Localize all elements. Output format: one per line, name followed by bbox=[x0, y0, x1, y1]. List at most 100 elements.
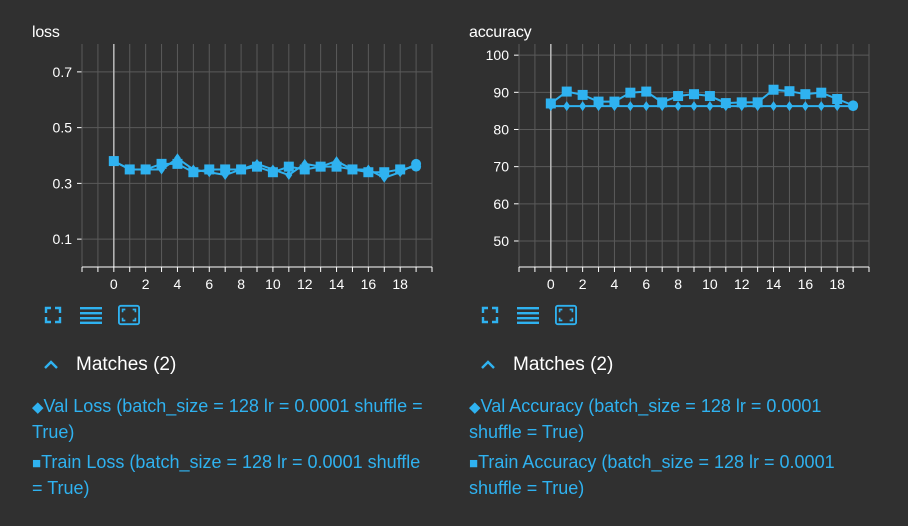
chart-title: loss bbox=[32, 24, 60, 41]
square-icon: ■ bbox=[469, 455, 479, 472]
loss-chart[interactable]: 0.1 0.3 0.5 0.7 0 2 4 6 8 10 12 14 16 18 bbox=[0, 0, 440, 300]
data-point[interactable] bbox=[563, 101, 571, 112]
data-point[interactable] bbox=[626, 101, 634, 112]
y-tick-label: 70 bbox=[493, 159, 509, 175]
matches-toggle[interactable]: Matches (2) bbox=[477, 354, 613, 376]
y-tick-label: 0.7 bbox=[53, 64, 73, 80]
data-point[interactable] bbox=[140, 164, 151, 175]
chart-toolbar bbox=[479, 304, 577, 326]
data-point[interactable] bbox=[720, 98, 731, 109]
data-point[interactable] bbox=[411, 161, 422, 172]
legend-entry-train-loss[interactable]: ■Train Loss (batch_size = 128 lr = 0.000… bbox=[32, 450, 432, 500]
chevron-up-icon[interactable] bbox=[477, 354, 499, 376]
chevron-up-icon[interactable] bbox=[40, 354, 62, 376]
data-point[interactable] bbox=[690, 101, 698, 112]
data-point[interactable] bbox=[784, 86, 795, 97]
data-point[interactable] bbox=[395, 164, 406, 175]
x-tick-label: 6 bbox=[205, 276, 213, 292]
expand-icon[interactable] bbox=[42, 304, 64, 326]
data-point[interactable] bbox=[347, 164, 358, 175]
data-point[interactable] bbox=[172, 158, 183, 169]
x-tick-label: 10 bbox=[265, 276, 281, 292]
data-point[interactable] bbox=[641, 86, 652, 97]
data-point[interactable] bbox=[816, 87, 827, 98]
data-point[interactable] bbox=[299, 164, 310, 175]
data-point[interactable] bbox=[252, 161, 262, 172]
chart-title: accuracy bbox=[469, 24, 532, 41]
data-point[interactable] bbox=[674, 101, 682, 112]
list-icon[interactable] bbox=[80, 304, 102, 326]
matches-label: Matches (2) bbox=[76, 354, 177, 375]
data-point[interactable] bbox=[800, 89, 811, 100]
legend-entry-val-accuracy[interactable]: ◆Val Accuracy (batch_size = 128 lr = 0.0… bbox=[469, 394, 869, 444]
data-point[interactable] bbox=[579, 101, 587, 112]
data-point[interactable] bbox=[204, 164, 215, 175]
legend-entry-val-loss[interactable]: ◆Val Loss (batch_size = 128 lr = 0.0001 … bbox=[32, 394, 432, 444]
data-point[interactable] bbox=[124, 164, 135, 175]
data-point[interactable] bbox=[545, 98, 556, 109]
y-tick-label: 90 bbox=[493, 84, 509, 100]
x-tick-label: 14 bbox=[329, 276, 345, 292]
x-tick-label: 16 bbox=[798, 276, 814, 292]
x-tick-label: 14 bbox=[766, 276, 782, 292]
x-tick-label: 0 bbox=[110, 276, 118, 292]
data-point[interactable] bbox=[315, 161, 326, 172]
x-tick-label: 8 bbox=[237, 276, 245, 292]
data-point[interactable] bbox=[108, 156, 119, 167]
data-point[interactable] bbox=[609, 96, 620, 107]
data-point[interactable] bbox=[625, 87, 636, 98]
data-point[interactable] bbox=[331, 161, 342, 172]
square-icon: ■ bbox=[32, 455, 42, 472]
x-tick-label: 2 bbox=[142, 276, 150, 292]
accuracy-chart[interactable]: 50 60 70 80 90 100 0 2 4 6 8 10 12 14 16 18 bbox=[437, 0, 877, 300]
matches-toggle[interactable]: Matches (2) bbox=[40, 354, 176, 376]
x-tick-label: 4 bbox=[174, 276, 182, 292]
data-point[interactable] bbox=[657, 97, 668, 108]
data-point[interactable] bbox=[832, 94, 843, 105]
data-point[interactable] bbox=[768, 84, 779, 95]
data-point[interactable] bbox=[706, 101, 714, 112]
diamond-icon: ◆ bbox=[32, 399, 44, 416]
legend-text: Val Accuracy (batch_size = 128 lr = 0.00… bbox=[469, 396, 822, 442]
data-point[interactable] bbox=[752, 97, 763, 108]
data-point[interactable] bbox=[220, 164, 231, 175]
y-tick-label: 80 bbox=[493, 121, 509, 137]
data-point[interactable] bbox=[642, 101, 650, 112]
data-point[interactable] bbox=[785, 101, 793, 112]
fit-screen-icon[interactable] bbox=[118, 304, 140, 326]
data-point[interactable] bbox=[673, 91, 684, 102]
data-point[interactable] bbox=[593, 96, 604, 107]
y-tick-label: 0.3 bbox=[53, 175, 73, 191]
data-point[interactable] bbox=[577, 89, 588, 100]
data-point[interactable] bbox=[236, 164, 247, 175]
legend-text: Train Accuracy (batch_size = 128 lr = 0.… bbox=[469, 452, 835, 498]
data-point[interactable] bbox=[188, 167, 199, 178]
data-point[interactable] bbox=[736, 97, 747, 108]
data-point[interactable] bbox=[379, 167, 390, 178]
data-point[interactable] bbox=[285, 170, 293, 181]
data-point[interactable] bbox=[561, 86, 572, 97]
data-point[interactable] bbox=[267, 167, 278, 178]
x-tick-label: 18 bbox=[829, 276, 845, 292]
data-point[interactable] bbox=[770, 101, 778, 112]
data-point[interactable] bbox=[156, 158, 167, 169]
x-tick-label: 6 bbox=[642, 276, 650, 292]
matches-label: Matches (2) bbox=[513, 354, 614, 375]
fit-screen-icon[interactable] bbox=[555, 304, 577, 326]
data-point[interactable] bbox=[817, 101, 825, 112]
data-point[interactable] bbox=[704, 91, 715, 102]
legend-entry-train-accuracy[interactable]: ■Train Accuracy (batch_size = 128 lr = 0… bbox=[469, 450, 869, 500]
data-point[interactable] bbox=[363, 167, 374, 178]
loss-panel: loss 0.1 0.3 0.5 0.7 0 2 4 6 8 10 12 14 16 18 Matches… bbox=[0, 0, 440, 526]
x-tick-label: 2 bbox=[579, 276, 587, 292]
accuracy-panel: accuracy 50 60 70 80 90 100 0 2 4 6 8 10 12 14 16 18 Ma… bbox=[437, 0, 877, 526]
list-icon[interactable] bbox=[517, 304, 539, 326]
expand-icon[interactable] bbox=[479, 304, 501, 326]
data-point[interactable] bbox=[689, 89, 699, 100]
x-tick-label: 10 bbox=[702, 276, 718, 292]
data-point[interactable] bbox=[283, 161, 294, 172]
data-point[interactable] bbox=[848, 100, 859, 111]
data-point[interactable] bbox=[801, 101, 809, 112]
legend-text: Val Loss (batch_size = 128 lr = 0.0001 s… bbox=[32, 396, 423, 442]
x-tick-label: 12 bbox=[297, 276, 313, 292]
